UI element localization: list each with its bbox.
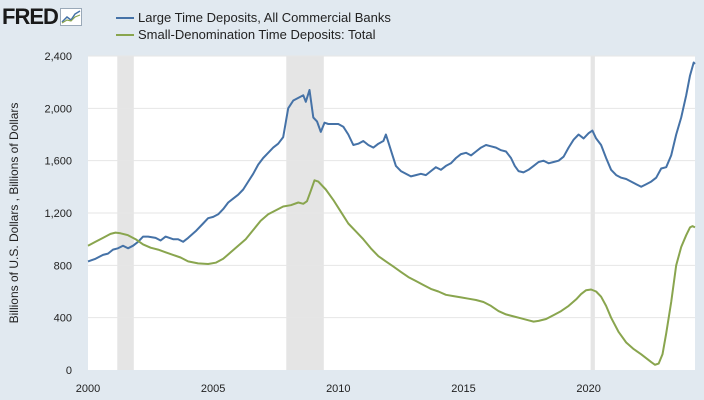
- legend-item-large-time-deposits[interactable]: Large Time Deposits, All Commercial Bank…: [116, 9, 391, 26]
- series-line-large-time-deposits: [87, 61, 696, 263]
- series-lines: [87, 61, 696, 366]
- y-tick-label: 1,600: [44, 156, 72, 168]
- legend-swatch-blue: [116, 16, 134, 19]
- chart-graph-icon: [59, 8, 82, 26]
- x-axis-ticks: 2000 2005 2010 2015 2020: [76, 383, 601, 395]
- legend-swatch-green: [116, 33, 134, 36]
- x-tick-label: 2020: [576, 383, 600, 395]
- x-tick-label: 2000: [76, 383, 100, 395]
- legend-label: Large Time Deposits, All Commercial Bank…: [138, 10, 391, 25]
- y-axis-label: Billions of U.S. Dollars , Billions of D…: [7, 103, 21, 324]
- gridlines: [88, 55, 695, 319]
- y-tick-label: 1,200: [44, 208, 72, 220]
- legend: Large Time Deposits, All Commercial Bank…: [116, 9, 391, 43]
- y-tick-label: 2,000: [44, 103, 72, 115]
- x-tick-label: 2005: [201, 383, 225, 395]
- legend-label: Small-Denomination Time Deposits: Total: [138, 27, 376, 42]
- series-line-small-denomination: [87, 179, 696, 366]
- y-tick-label: 2,400: [44, 51, 72, 63]
- fred-logo[interactable]: FRED: [2, 4, 82, 30]
- logo-text: FRED: [2, 4, 59, 29]
- x-tick-label: 2015: [451, 383, 475, 395]
- y-tick-label: 0: [66, 365, 72, 377]
- y-axis-ticks: 0 400 800 1,200 1,600 2,000 2,400: [44, 51, 72, 377]
- y-tick-label: 400: [54, 313, 72, 325]
- x-tick-label: 2010: [326, 383, 350, 395]
- legend-item-small-denomination[interactable]: Small-Denomination Time Deposits: Total: [116, 26, 391, 43]
- y-tick-label: 800: [54, 260, 72, 272]
